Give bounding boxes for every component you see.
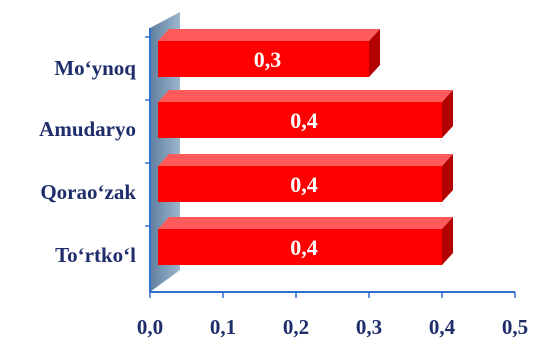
bar-top-face [158, 154, 453, 166]
bar-data-label: 0,4 [290, 172, 318, 197]
bar-side-face [442, 154, 453, 202]
bar-top-face [158, 29, 380, 41]
bar-top-face [158, 217, 453, 229]
x-tick-label: 0,0 [137, 315, 163, 339]
bar-side-face [442, 217, 453, 265]
bar-front-face [158, 102, 442, 138]
x-axis [149, 291, 516, 298]
x-tick-label: 0,4 [429, 315, 456, 339]
bar-top-face [158, 90, 453, 102]
bar-data-label: 0,3 [254, 47, 282, 72]
x-tick-label: 0,5 [502, 315, 528, 339]
bar-data-label: 0,4 [290, 235, 318, 260]
bar-front-face [158, 166, 442, 202]
bar-1: 0,3 [158, 29, 380, 77]
bar-front-face [158, 229, 442, 265]
x-tick-label: 0,2 [283, 315, 309, 339]
category-label: Qorao‘zak [40, 180, 136, 204]
x-tick-labels: 0,0 0,1 0,2 0,3 0,4 0,5 [137, 315, 528, 339]
category-label: Mo‘ynoq [54, 56, 136, 80]
bars: 0,3 0,4 0,4 0,4 [158, 29, 453, 265]
category-label: To‘rtko‘l [55, 243, 136, 267]
category-label: Amudaryo [39, 117, 136, 141]
category-labels: Mo‘ynoq Amudaryo Qorao‘zak To‘rtko‘l [39, 56, 136, 267]
bar-2: 0,4 [158, 90, 453, 138]
bar-3: 0,4 [158, 154, 453, 202]
x-tick-label: 0,3 [356, 315, 382, 339]
bar-front-face [158, 41, 369, 77]
x-tick-label: 0,1 [210, 315, 236, 339]
bar-data-label: 0,4 [290, 108, 318, 133]
bar-side-face [442, 90, 453, 138]
bar-4: 0,4 [158, 217, 453, 265]
bar-side-face [369, 29, 380, 77]
